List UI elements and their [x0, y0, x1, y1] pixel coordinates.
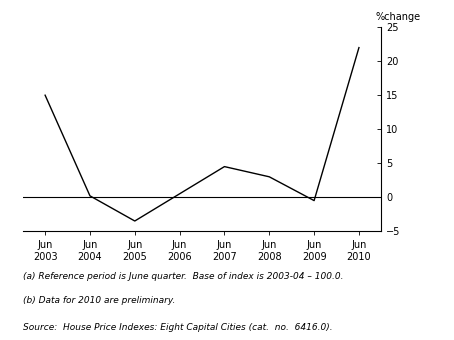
Text: Source:  House Price Indexes: Eight Capital Cities (cat.  no.  6416.0).: Source: House Price Indexes: Eight Capit…	[23, 323, 332, 332]
Text: (a) Reference period is June quarter.  Base of index is 2003-04 – 100.0.: (a) Reference period is June quarter. Ba…	[23, 272, 343, 281]
Text: %change: %change	[375, 12, 420, 22]
Text: (b) Data for 2010 are preliminary.: (b) Data for 2010 are preliminary.	[23, 296, 175, 305]
